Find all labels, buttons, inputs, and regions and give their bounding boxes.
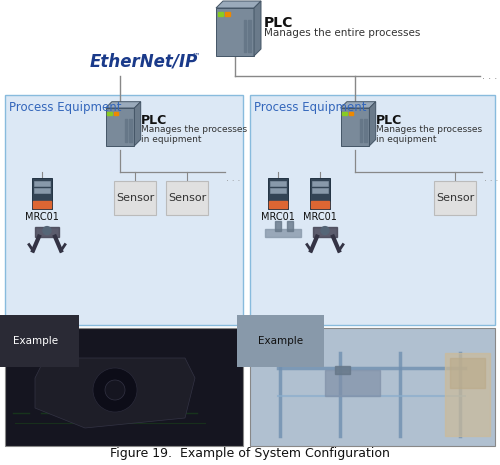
Bar [34,181,50,186]
Bar [35,226,59,237]
Text: Sensor: Sensor [116,193,154,203]
Circle shape [105,380,125,400]
Text: ™: ™ [192,52,200,61]
Bar [450,358,485,388]
Bar [269,201,287,208]
Text: Manages the entire processes: Manages the entire processes [264,28,420,38]
Text: . . .: . . . [226,174,240,183]
Text: Process Equipment: Process Equipment [9,100,122,113]
FancyBboxPatch shape [5,328,243,446]
FancyBboxPatch shape [166,181,208,215]
Circle shape [321,226,329,235]
Text: Example: Example [13,336,58,346]
Bar [325,370,380,396]
Text: MRC01: MRC01 [303,212,337,222]
Polygon shape [35,358,195,428]
Text: MRC01: MRC01 [261,212,295,222]
Text: . . .: . . . [484,174,498,183]
Circle shape [93,368,137,412]
Bar [445,353,490,436]
Polygon shape [340,108,370,146]
Text: MRC01: MRC01 [25,212,59,222]
Text: EtherNet/IP: EtherNet/IP [90,52,198,70]
Text: Process Equipment: Process Equipment [254,100,366,113]
Bar [248,20,251,52]
Bar [270,181,286,186]
Polygon shape [32,178,52,209]
Polygon shape [310,178,330,209]
Bar [218,12,223,16]
Polygon shape [340,102,376,108]
Text: PLC: PLC [264,16,294,30]
Text: Sensor: Sensor [436,193,474,203]
Bar [225,12,230,16]
Bar [364,119,366,142]
Bar [33,201,51,208]
Bar [244,20,246,52]
Bar [312,181,328,186]
Text: Sensor: Sensor [168,193,206,203]
Bar [34,188,50,193]
Polygon shape [254,1,261,56]
Bar [360,119,362,142]
Bar [287,220,293,231]
Text: Example: Example [258,336,303,346]
Bar [265,229,301,237]
Bar [313,226,337,237]
Bar [342,112,347,115]
Bar [311,201,329,208]
Polygon shape [216,1,261,8]
FancyBboxPatch shape [114,181,156,215]
Text: Figure 19.  Example of System Configuration: Figure 19. Example of System Configurati… [110,446,390,459]
Text: PLC: PLC [141,114,167,127]
Text: Manages the processes
in equipment: Manages the processes in equipment [141,125,247,145]
Bar [275,220,281,231]
Bar [129,119,132,142]
Text: PLC: PLC [376,114,402,127]
Text: Manages the processes
in equipment: Manages the processes in equipment [376,125,482,145]
FancyBboxPatch shape [5,95,243,325]
Bar [348,112,353,115]
Polygon shape [268,178,288,209]
Polygon shape [370,102,376,146]
Polygon shape [134,102,140,146]
Text: . . .: . . . [482,71,497,81]
Bar [335,366,350,374]
Bar [108,112,112,115]
Bar [126,119,127,142]
Polygon shape [106,108,134,146]
FancyBboxPatch shape [250,328,495,446]
FancyBboxPatch shape [250,95,495,325]
Polygon shape [216,8,254,56]
Polygon shape [106,102,140,108]
Bar [312,188,328,193]
Circle shape [43,226,51,235]
Bar [114,112,118,115]
FancyBboxPatch shape [434,181,476,215]
Bar [270,188,286,193]
